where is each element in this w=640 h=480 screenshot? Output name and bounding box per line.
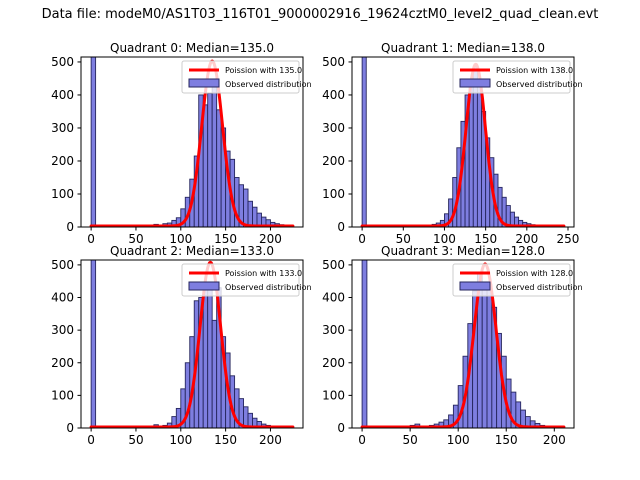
legend-label: Poission with 128.0	[496, 269, 573, 278]
x-tick-label: 200	[259, 433, 282, 447]
x-tick-label: 0	[358, 232, 366, 246]
x-tick-label: 0	[358, 433, 366, 447]
y-tick-label: 200	[51, 356, 74, 370]
legend: Poission with 138.0 Observed distribution	[452, 60, 583, 94]
axes-frame	[351, 259, 575, 429]
histogram-bar	[207, 92, 213, 227]
x-tick-label: 100	[169, 433, 192, 447]
legend-patch-sample	[459, 281, 491, 291]
y-tick-label: 400	[51, 88, 74, 102]
histogram-bar	[216, 109, 222, 227]
axes-frame	[351, 56, 575, 228]
x-tick-label: 50	[403, 433, 418, 447]
y-tick-label: 300	[322, 121, 345, 135]
plot-area	[89, 57, 295, 227]
poisson-curve	[89, 59, 295, 227]
legend: Poission with 128.0 Observed distribution	[452, 263, 583, 297]
x-tick-label: 50	[128, 433, 143, 447]
y-tick-label: 0	[66, 421, 74, 435]
legend-label: Poission with 133.0	[225, 269, 302, 278]
y-tick-label: 100	[322, 388, 345, 402]
plot-area	[360, 57, 566, 227]
y-tick-label: 300	[51, 121, 74, 135]
histogram-bar	[361, 260, 368, 428]
y-tick-label: 200	[322, 356, 345, 370]
x-tick-label: 250	[557, 232, 580, 246]
x-tick-label: 100	[433, 232, 456, 246]
x-tick-label: 150	[495, 433, 518, 447]
axes-frame	[80, 259, 304, 429]
x-tick-label: 50	[128, 232, 143, 246]
quadrant-1-plot: 0 50 100 150 200 250 0 100 200 300 400 500 Quadrant …	[322, 41, 583, 246]
y-tick-label: 200	[322, 154, 345, 168]
legend-label: Observed distribution	[496, 80, 583, 89]
histogram-bar	[252, 206, 258, 227]
legend: Poission with 135.0 Observed distribution	[181, 60, 312, 94]
y-tick-label: 500	[51, 258, 74, 272]
histogram-bar	[90, 260, 97, 428]
x-tick-label: 100	[447, 433, 470, 447]
histogram-bar	[211, 84, 218, 227]
x-tick-label: 100	[169, 232, 192, 246]
poisson-curve	[89, 260, 295, 428]
y-tick-label: 0	[66, 220, 74, 234]
y-tick-label: 500	[51, 55, 74, 69]
histogram-bar	[90, 57, 97, 227]
legend-patch-sample	[188, 78, 220, 88]
y-tick-label: 0	[337, 421, 345, 435]
x-tick-label: 150	[214, 232, 237, 246]
x-tick-label: 200	[543, 433, 566, 447]
x-tick-label: 200	[259, 232, 282, 246]
x-tick-label: 150	[474, 232, 497, 246]
x-tick-label: 0	[87, 433, 95, 447]
x-tick-label: 50	[396, 232, 411, 246]
y-tick-label: 400	[322, 88, 345, 102]
y-tick-label: 100	[51, 388, 74, 402]
histogram-bar	[476, 84, 482, 227]
histogram-bar	[247, 200, 253, 227]
histogram-bar	[202, 104, 209, 227]
legend-label: Poission with 138.0	[496, 66, 573, 75]
subplot-title: Quadrant 1: Median=138.0	[381, 41, 545, 55]
histogram-bar	[486, 284, 493, 428]
y-tick-label: 500	[322, 258, 345, 272]
x-tick-label: 150	[214, 433, 237, 447]
y-tick-label: 300	[322, 323, 345, 337]
x-tick-label: 200	[515, 232, 538, 246]
quadrant-2-plot: 0 50 100 150 200 0 100 200 300 400 500 Quadrant 2: …	[51, 244, 312, 447]
histogram-bar	[481, 287, 488, 428]
histogram-bar	[361, 57, 367, 227]
subplot-title: Quadrant 0: Median=135.0	[110, 41, 274, 55]
legend-label: Observed distribution	[496, 283, 583, 292]
histogram-bar	[211, 319, 218, 428]
legend-label: Observed distribution	[225, 80, 312, 89]
poisson-curve	[360, 62, 566, 227]
legend: Poission with 133.0 Observed distribution	[181, 263, 312, 297]
figure-suptitle: Data file: modeM0/AS1T03_116T01_90000029…	[41, 7, 599, 22]
x-tick-label: 0	[87, 232, 95, 246]
poisson-curve	[360, 262, 566, 428]
quadrant-3-plot: 0 50 100 150 200 0 100 200 300 400 500 Quadrant 3: …	[322, 244, 583, 447]
legend-label: Poission with 135.0	[225, 66, 302, 75]
y-tick-label: 300	[51, 323, 74, 337]
subplot-title: Quadrant 2: Median=133.0	[110, 244, 274, 258]
quadrant-0-plot: 0 50 100 150 200 0 100 200 300 400 500 Quadrant 0: …	[51, 41, 312, 246]
axes-frame	[80, 56, 304, 228]
y-tick-label: 400	[51, 291, 74, 305]
histogram-bar	[207, 287, 213, 428]
subplot-title: Quadrant 3: Median=128.0	[381, 244, 545, 258]
y-tick-label: 100	[322, 187, 345, 201]
legend-patch-sample	[188, 281, 220, 291]
y-tick-label: 100	[51, 187, 74, 201]
legend-patch-sample	[459, 78, 491, 88]
histogram-bar	[243, 188, 249, 227]
y-tick-label: 200	[51, 154, 74, 168]
y-tick-label: 500	[322, 55, 345, 69]
legend-label: Observed distribution	[225, 283, 312, 292]
y-tick-label: 0	[337, 220, 345, 234]
y-tick-label: 400	[322, 291, 345, 305]
